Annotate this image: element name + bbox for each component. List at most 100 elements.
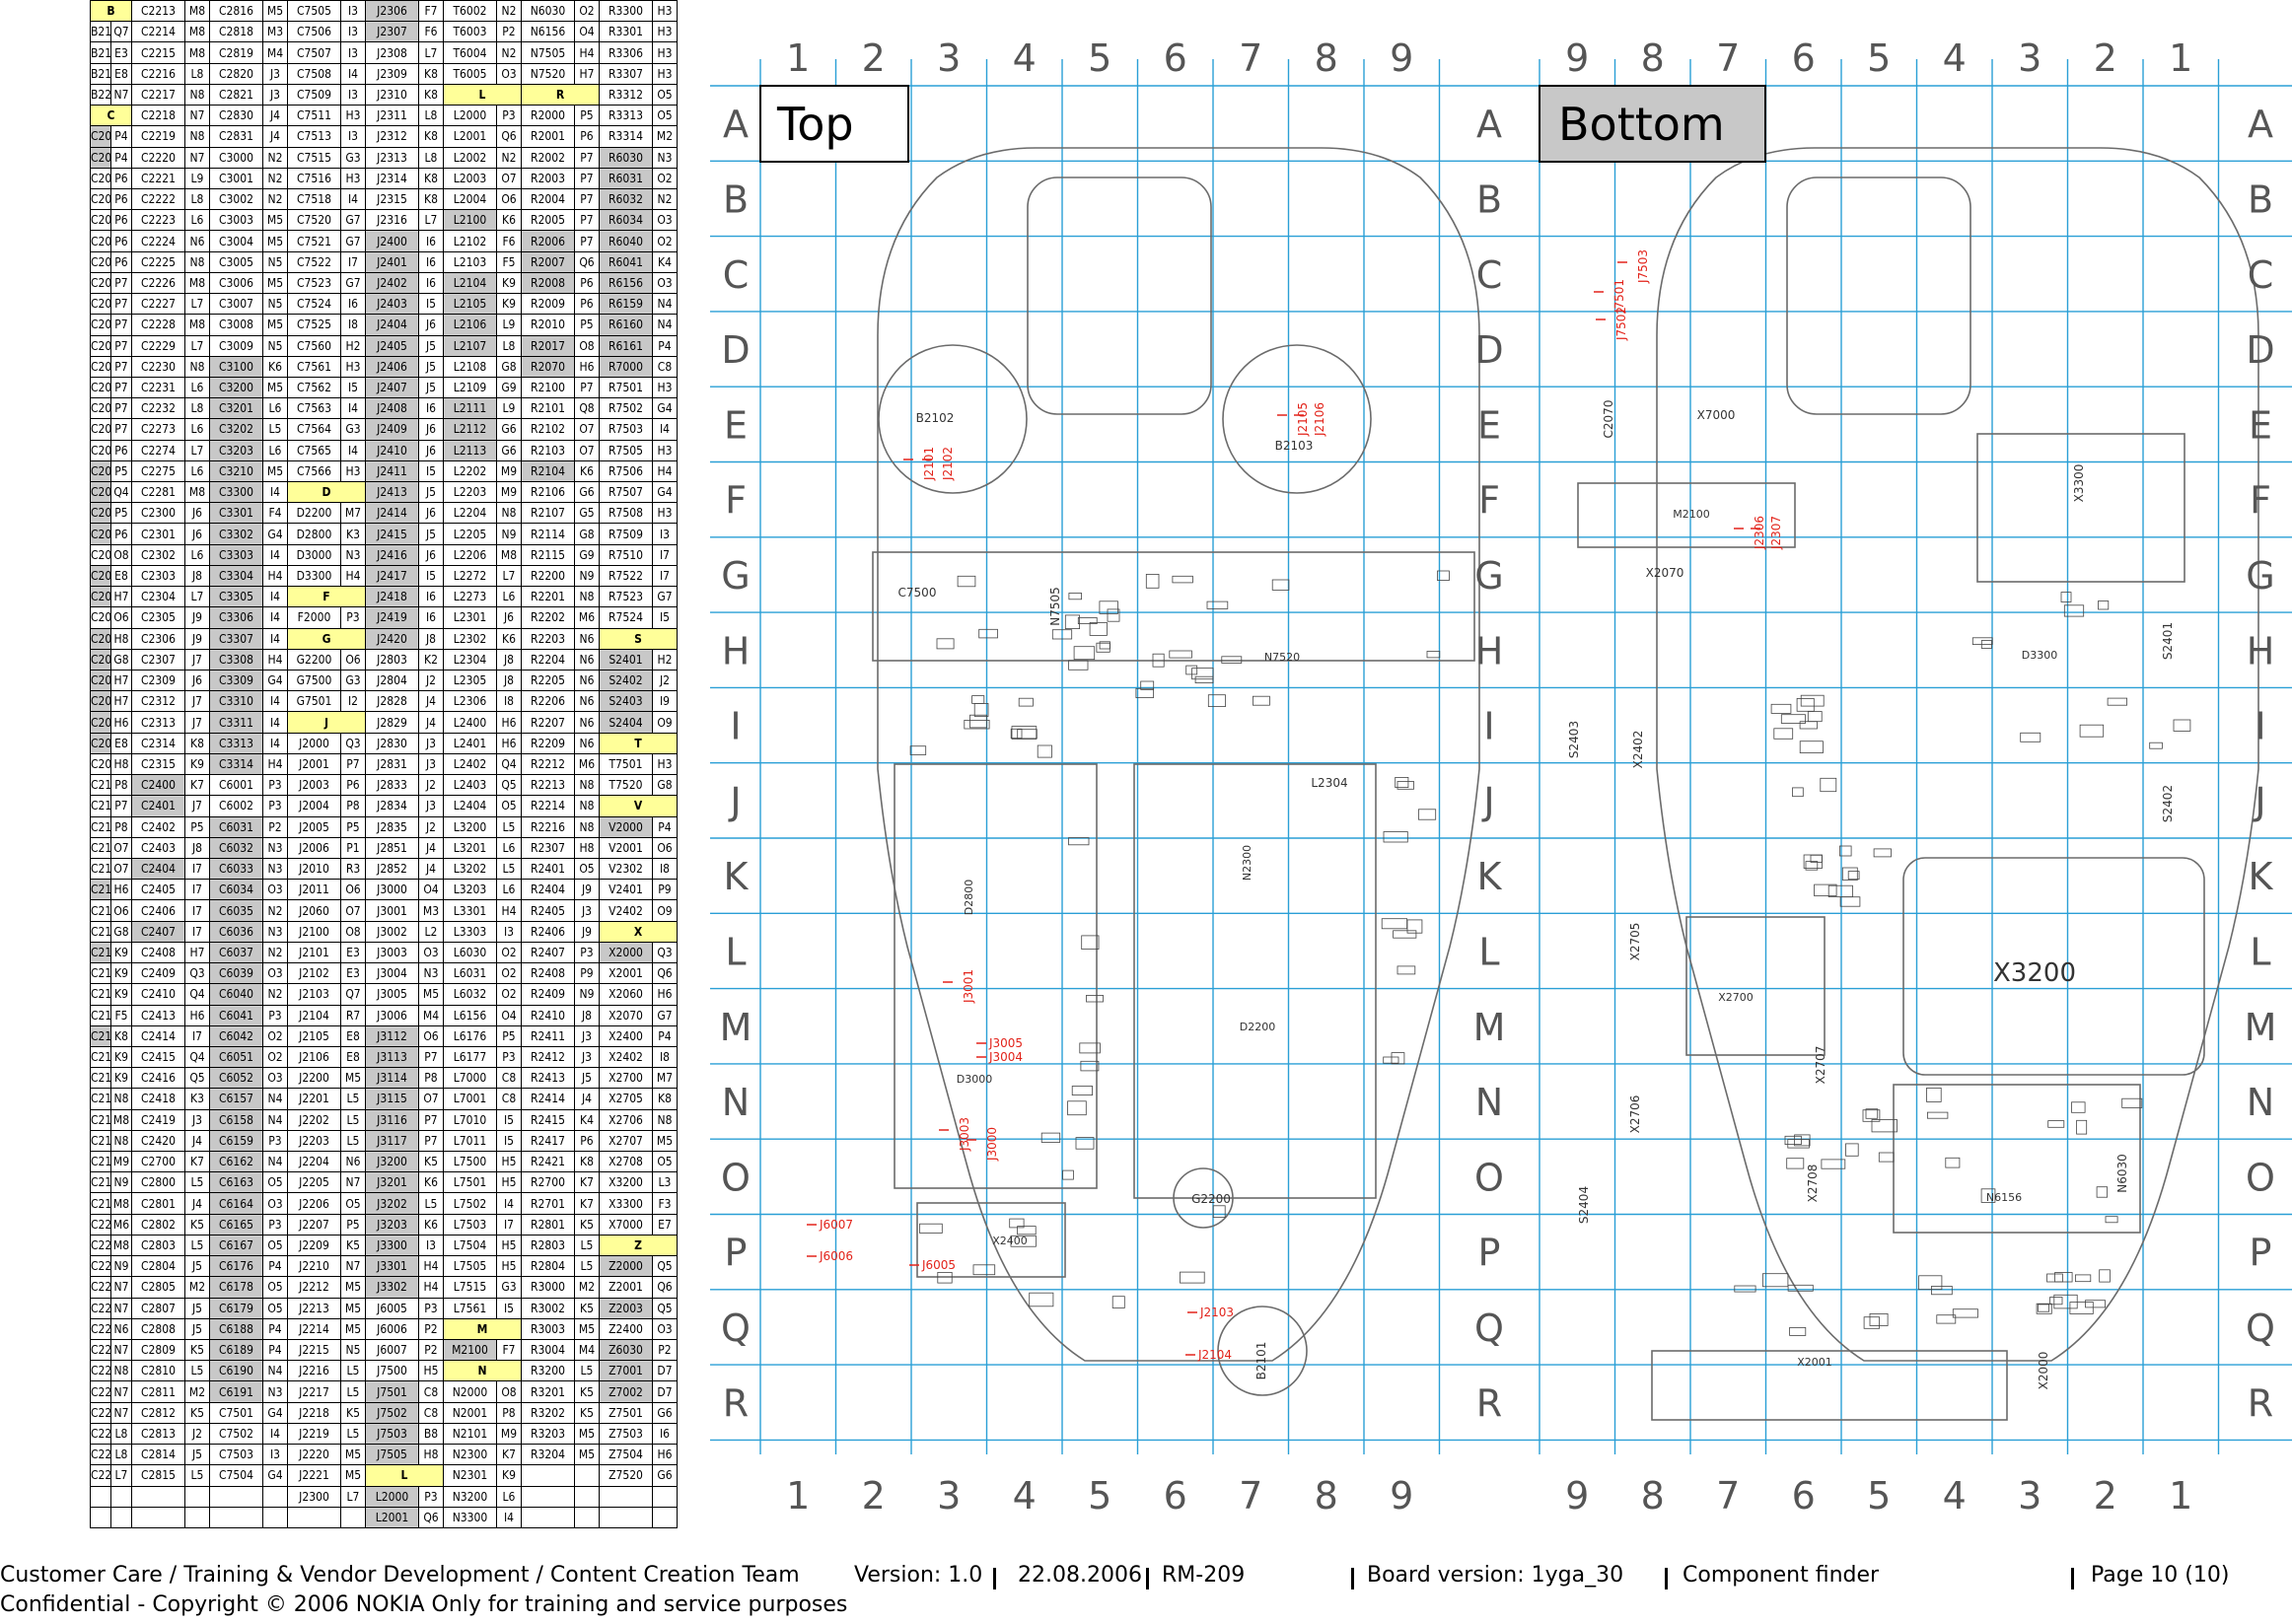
- component-code-cell: C6165: [209, 1213, 263, 1236]
- grid-location-cell: K6: [496, 627, 522, 650]
- component-code-cell: C2013: [90, 397, 111, 420]
- smd-component: [1800, 694, 1825, 707]
- row-label: K: [724, 855, 750, 898]
- column-label: 1: [2169, 1474, 2192, 1518]
- grid-location-cell: K8: [418, 187, 444, 211]
- component-code-cell: R2115: [521, 543, 575, 566]
- grid-location-cell: P5: [496, 1024, 522, 1047]
- component-code-cell: J3001: [365, 899, 419, 922]
- component-code-cell: C2816: [209, 0, 263, 23]
- grid-location-cell: L5: [184, 1360, 210, 1382]
- smd-component: [1862, 1109, 1881, 1122]
- component-code-cell: C2275: [131, 459, 185, 483]
- smd-component: [1383, 1056, 1399, 1064]
- smd-component: [1810, 854, 1823, 863]
- component-code-cell: C2229: [131, 334, 185, 357]
- component-code-cell: R3201: [521, 1380, 575, 1403]
- bottom-part-j7502: J7502: [1614, 307, 1628, 341]
- component-code-cell: C6162: [209, 1151, 263, 1173]
- grid-location-cell: I6: [340, 293, 366, 316]
- grid-location-cell: N7: [184, 105, 210, 127]
- component-code-cell: C2304: [131, 586, 185, 608]
- top-part-j2104: J2104: [1197, 1348, 1232, 1362]
- table-row: C2013P7C2232L8C3201L6C7563I4J2408I6L2111…: [90, 397, 678, 420]
- component-code-cell: C6040: [209, 983, 263, 1006]
- component-code-cell: C7561: [287, 355, 341, 378]
- smd-component: [2060, 592, 2072, 602]
- row-label: C: [723, 253, 750, 297]
- grid-location-cell: P6: [574, 1129, 600, 1153]
- component-code-cell: J2413: [365, 481, 419, 504]
- component-code-cell: J2311: [365, 105, 419, 127]
- smd-component: [1841, 867, 1858, 881]
- table-row: C2113K9C2415Q4C6051O2J2106E8J3113P7L6177…: [90, 1045, 678, 1069]
- table-row: C2005P6C2224N6C3004M5C7521G7J2400I6L2102…: [90, 230, 678, 252]
- table-row: C2001P4C2220N7C3000N2C7515G3J2313L8L2002…: [90, 146, 678, 169]
- component-code-cell: X2402: [599, 1045, 653, 1069]
- row-label: C: [2248, 253, 2274, 297]
- component-code-cell: T6003: [443, 21, 497, 43]
- component-code-cell: J2405: [365, 334, 419, 357]
- component-code-cell: R2004: [521, 187, 575, 211]
- component-code-cell: C2118: [90, 1108, 111, 1131]
- row-label: J: [2253, 780, 2265, 823]
- component-code-cell: R3202: [521, 1401, 575, 1424]
- grid-location-cell: H7: [184, 941, 210, 964]
- grid-location-cell: P9: [574, 962, 600, 985]
- column-label: 7: [1239, 36, 1262, 80]
- grid-location-cell: H7: [110, 669, 132, 692]
- smd-component: [1271, 579, 1290, 591]
- grid-location-cell: K5: [574, 1297, 600, 1319]
- component-code-cell: C6033: [209, 857, 263, 881]
- grid-location-cell: G7: [340, 271, 366, 295]
- grid-location-cell: J5: [418, 376, 444, 399]
- component-code-cell: X2708: [599, 1151, 653, 1173]
- grid-location-cell: K9: [496, 1464, 522, 1487]
- component-code-cell: C3311: [209, 711, 263, 734]
- component-code-cell: C2302: [131, 543, 185, 566]
- component-code-cell: C3304: [209, 564, 263, 588]
- grid-location-cell: N9: [496, 523, 522, 545]
- component-code-cell: V2302: [599, 857, 653, 881]
- component-code-cell: C2813: [131, 1422, 185, 1446]
- grid-location-cell: M8: [184, 21, 210, 43]
- component-code-cell: R6032: [599, 187, 653, 211]
- component-code-cell: C2801: [131, 1192, 185, 1215]
- grid-location-cell: I3: [496, 920, 522, 943]
- grid-location-cell: H4: [496, 899, 522, 922]
- component-code-cell: C6001: [209, 774, 263, 797]
- grid-location-cell: N8: [184, 355, 210, 378]
- grid-location-cell: M4: [418, 1004, 444, 1026]
- smd-component: [2047, 1120, 2065, 1128]
- component-code-cell: C2700: [131, 1151, 185, 1173]
- grid-location-cell: J5: [574, 1067, 600, 1090]
- component-code-cell: C2012: [90, 376, 111, 399]
- grid-location-cell: N7: [340, 1171, 366, 1194]
- grid-location-cell: K7: [574, 1192, 600, 1215]
- component-code-cell: J2835: [365, 815, 419, 838]
- component-code-cell: J3000: [365, 879, 419, 901]
- grid-location-cell: P4: [652, 334, 678, 357]
- grid-location-cell: J2: [418, 815, 444, 838]
- component-code-cell: C2831: [209, 125, 263, 148]
- component-code-cell: J2001: [287, 752, 341, 776]
- grid-location-cell: O3: [652, 209, 678, 232]
- smd-component: [1437, 570, 1450, 582]
- grid-location-cell: O6: [110, 606, 132, 629]
- grid-location-cell: O5: [496, 795, 522, 817]
- grid-location-cell: J3: [574, 1045, 600, 1069]
- grid-location-cell: N4: [262, 1151, 288, 1173]
- smd-component: [1067, 1100, 1087, 1116]
- grid-location-cell: H7: [110, 586, 132, 608]
- top-board-hole: [1222, 344, 1372, 494]
- component-code-cell: R3002: [521, 1297, 575, 1319]
- smd-component: [1418, 809, 1437, 820]
- column-label: 8: [1315, 1474, 1338, 1518]
- grid-location-cell: P7: [110, 271, 132, 295]
- grid-location-cell: O5: [574, 857, 600, 881]
- grid-location-cell: I6: [418, 230, 444, 252]
- grid-location-cell: E8: [340, 1024, 366, 1047]
- grid-location-cell: J8: [184, 836, 210, 859]
- component-code-cell: R2409: [521, 983, 575, 1006]
